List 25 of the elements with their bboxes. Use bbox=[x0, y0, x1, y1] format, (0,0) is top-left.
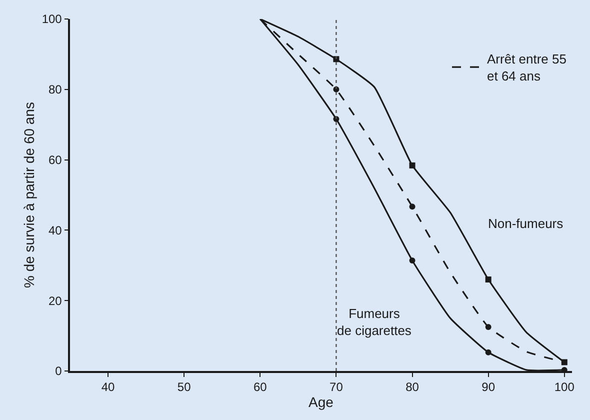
y-tick-label: 0 bbox=[55, 364, 62, 378]
y-tick-label: 80 bbox=[48, 82, 62, 97]
x-tick-label: 50 bbox=[177, 380, 192, 394]
y-axis-title: % de survie à partir de 60 ans bbox=[20, 102, 37, 288]
point bbox=[561, 359, 568, 366]
x-axis-title: Age bbox=[308, 394, 334, 410]
series-label: Fumeurs de cigarettes bbox=[337, 306, 412, 338]
point bbox=[409, 204, 416, 210]
point bbox=[409, 257, 416, 264]
y-tick-label: 100 bbox=[42, 12, 62, 26]
x-tick-label: 70 bbox=[330, 380, 344, 394]
y-tick-label: 40 bbox=[48, 223, 62, 238]
series-label: Non-fumeurs bbox=[488, 216, 564, 231]
x-tick-label: 60 bbox=[253, 380, 268, 394]
point bbox=[485, 276, 492, 282]
point bbox=[485, 349, 492, 356]
y-tick-label: 60 bbox=[48, 153, 62, 167]
point bbox=[409, 162, 416, 168]
x-tick-label: 40 bbox=[101, 380, 116, 394]
legend-label: Arrêt entre 55 et 64 ans bbox=[487, 52, 566, 84]
x-tick-label: 100 bbox=[554, 380, 575, 394]
x-tick-label: 90 bbox=[482, 380, 496, 394]
x-tick-label: 80 bbox=[406, 380, 420, 394]
y-tick-label: 20 bbox=[48, 294, 62, 308]
point bbox=[485, 324, 492, 330]
